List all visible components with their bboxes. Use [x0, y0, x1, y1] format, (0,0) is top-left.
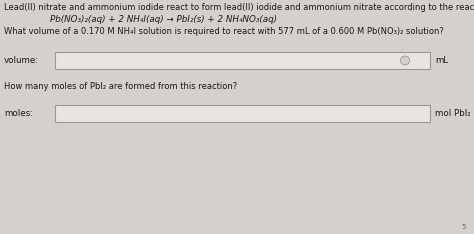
Text: Lead(II) nitrate and ammonium iodide react to form lead(II) iodide and ammonium : Lead(II) nitrate and ammonium iodide rea… — [4, 3, 474, 12]
Text: mol PbI₂: mol PbI₂ — [435, 109, 471, 118]
Text: What volume of a 0.170 M NH₄I solution is required to react with 577 mL of a 0.6: What volume of a 0.170 M NH₄I solution i… — [4, 27, 444, 36]
Text: moles:: moles: — [4, 109, 33, 118]
Text: volume:: volume: — [4, 56, 39, 65]
Text: Pb(NO₃)₂(aq) + 2 NH₄I(aq) → PbI₂(s) + 2 NH₄NO₃(aq): Pb(NO₃)₂(aq) + 2 NH₄I(aq) → PbI₂(s) + 2 … — [50, 15, 277, 24]
Text: mL: mL — [435, 56, 448, 65]
Text: 5: 5 — [462, 224, 466, 230]
FancyBboxPatch shape — [55, 52, 430, 69]
FancyBboxPatch shape — [55, 105, 430, 122]
Text: How many moles of PbI₂ are formed from this reaction?: How many moles of PbI₂ are formed from t… — [4, 82, 237, 91]
Circle shape — [401, 56, 410, 65]
